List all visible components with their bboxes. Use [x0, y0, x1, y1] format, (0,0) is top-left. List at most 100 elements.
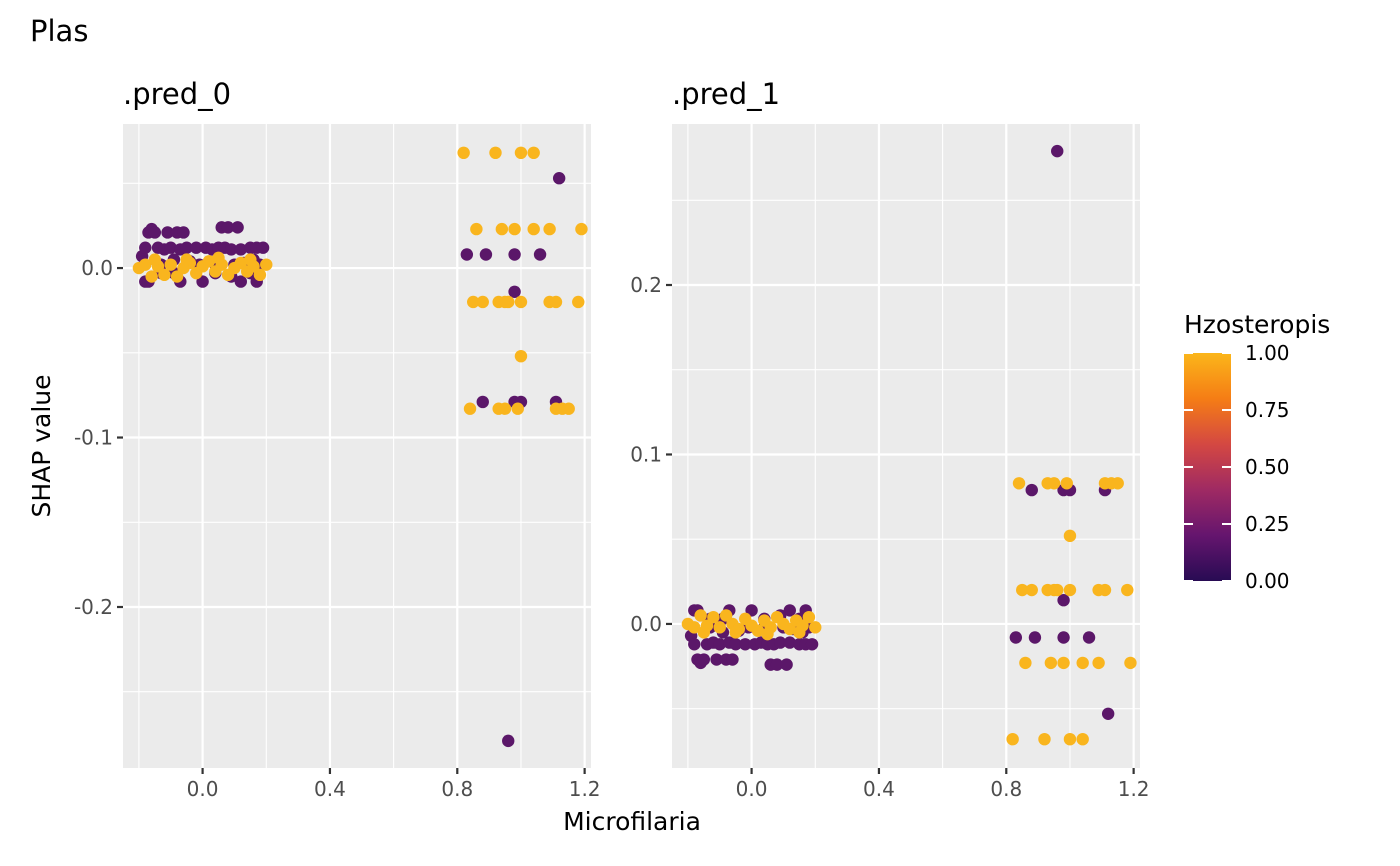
x-axis-title: Microfilaria: [563, 807, 701, 836]
data-point: [1019, 656, 1032, 670]
legend-title: Hzosteropis: [1184, 310, 1330, 339]
data-point: [508, 285, 521, 298]
data-point: [489, 146, 502, 160]
data-point: [707, 610, 720, 624]
data-point: [694, 609, 707, 622]
data-point: [180, 241, 193, 254]
data-point: [498, 402, 512, 415]
data-point: [1060, 477, 1073, 490]
y-tick-label: 0.0: [81, 256, 113, 280]
chart-title: Plas: [30, 14, 88, 48]
data-point: [1006, 732, 1019, 746]
y-tick-label: 0.0: [630, 612, 662, 636]
data-point: [139, 241, 152, 254]
colorbar-label: 1.00: [1245, 341, 1290, 365]
data-point: [1025, 483, 1038, 497]
data-point: [688, 638, 701, 651]
data-point: [161, 226, 174, 239]
data-point: [221, 221, 235, 234]
data-point: [549, 295, 563, 309]
data-point: [1044, 656, 1058, 670]
x-tick-label: 0.4: [863, 777, 895, 801]
y-tick-label: -0.2: [74, 595, 113, 619]
data-point: [164, 241, 177, 254]
data-point: [234, 243, 247, 256]
data-point: [158, 268, 171, 282]
data-point: [729, 638, 742, 651]
data-point: [552, 172, 566, 185]
data-point: [1063, 732, 1077, 746]
data-point: [751, 624, 765, 637]
data-point: [212, 251, 225, 265]
data-point: [713, 621, 726, 634]
data-point: [225, 243, 238, 256]
facet-strip-label: .pred_1: [672, 77, 780, 111]
data-point: [527, 222, 540, 236]
data-point: [467, 295, 480, 309]
color-legend: Hzosteropis 1.00 0.75 0.50 0.25 0.00: [1184, 310, 1330, 593]
data-point: [713, 638, 726, 651]
data-point: [170, 270, 184, 283]
data-point: [1057, 656, 1070, 670]
data-point: [726, 653, 739, 666]
data-point: [745, 604, 758, 617]
data-point: [1028, 631, 1042, 644]
data-point: [1082, 631, 1096, 644]
data-point: [1121, 583, 1134, 597]
data-point: [739, 638, 752, 651]
data-point: [729, 626, 742, 639]
facet-strip-label: .pred_0: [123, 77, 231, 111]
data-point: [1009, 631, 1023, 644]
data-point: [508, 222, 521, 236]
data-point: [1038, 732, 1051, 746]
data-point: [514, 349, 528, 363]
data-point: [1124, 656, 1137, 670]
panel-1: 0.0 0.4 0.8 1.2 0.0 0.1 0.2 .pred_1: [630, 77, 1149, 801]
data-point: [780, 658, 793, 671]
data-point: [710, 653, 723, 666]
y-tick-label: 0.1: [630, 442, 662, 466]
data-point: [1051, 583, 1064, 597]
data-point: [562, 402, 575, 415]
x-tick-label: 0.8: [990, 777, 1022, 801]
data-point: [533, 248, 547, 261]
data-point: [256, 241, 270, 254]
data-point: [145, 270, 158, 283]
x-tick-label: 0.0: [187, 777, 219, 801]
data-point: [196, 275, 209, 288]
data-point: [479, 248, 493, 261]
data-point: [495, 222, 509, 236]
x-tick-label: 1.2: [569, 777, 601, 801]
data-point: [1101, 707, 1115, 720]
x-tick-label: 0.0: [736, 777, 768, 801]
data-point: [1057, 594, 1070, 607]
data-point: [697, 653, 711, 666]
data-point: [1016, 583, 1029, 597]
colorbar-label: 0.00: [1245, 569, 1290, 593]
data-point: [1076, 656, 1089, 670]
data-point: [180, 253, 193, 266]
data-point: [460, 248, 474, 261]
data-point: [809, 621, 822, 634]
data-point: [139, 258, 152, 271]
data-point: [514, 146, 528, 160]
data-point: [793, 626, 806, 639]
data-point: [508, 248, 521, 261]
data-point: [543, 222, 556, 236]
data-point: [177, 226, 190, 239]
data-point: [148, 253, 162, 266]
data-point: [234, 256, 247, 270]
data-point: [770, 658, 784, 671]
facet-panels: 0.0 0.4 0.8 1.2 0.0 -0.1 -0.2 .pred_0 0.0 0.4 0.8 1…: [74, 77, 1150, 801]
data-point: [1057, 631, 1070, 644]
data-point: [231, 221, 244, 234]
data-point: [1051, 144, 1064, 158]
data-point: [1098, 583, 1112, 597]
colorbar-label: 0.25: [1245, 512, 1290, 536]
data-point: [1063, 583, 1077, 597]
data-point: [575, 222, 588, 236]
data-point: [697, 626, 711, 639]
data-point: [202, 255, 216, 268]
y-tick-label: 0.2: [630, 273, 662, 297]
